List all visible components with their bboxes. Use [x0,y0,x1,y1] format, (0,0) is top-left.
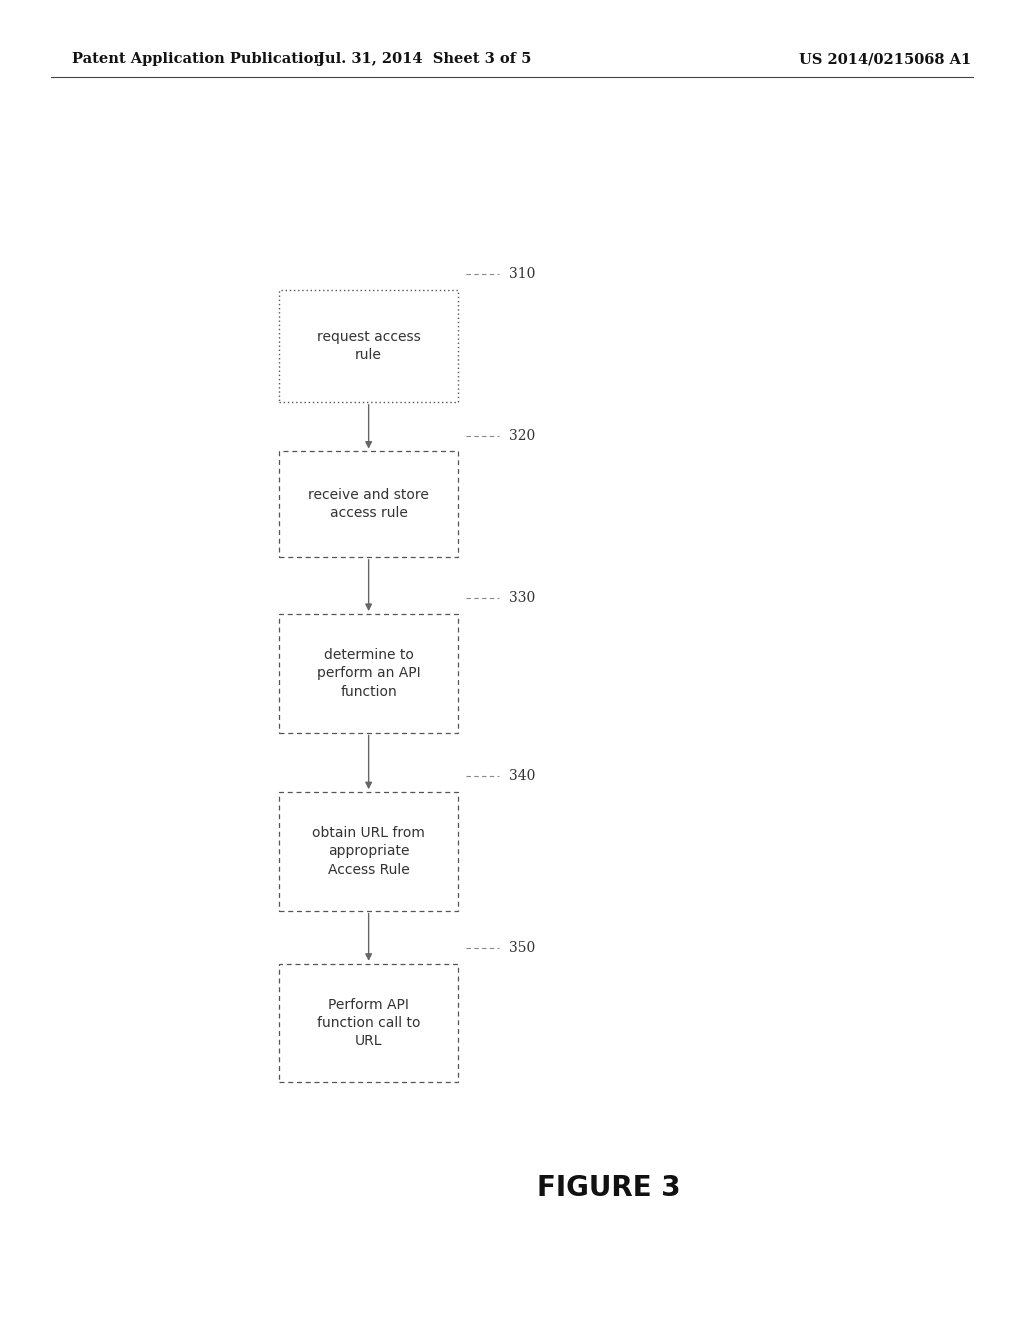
Text: determine to
perform an API
function: determine to perform an API function [316,648,421,698]
Text: 340: 340 [510,770,536,783]
Text: Jul. 31, 2014  Sheet 3 of 5: Jul. 31, 2014 Sheet 3 of 5 [318,53,531,66]
Text: Patent Application Publication: Patent Application Publication [72,53,324,66]
Bar [279,792,458,911]
Bar [279,290,458,401]
Bar [279,614,458,733]
Text: 350: 350 [510,941,536,954]
Text: obtain URL from
appropriate
Access Rule: obtain URL from appropriate Access Rule [312,826,425,876]
Text: receive and store
access rule: receive and store access rule [308,488,429,520]
Text: 310: 310 [510,267,536,281]
Text: Perform API
function call to
URL: Perform API function call to URL [316,998,421,1048]
Text: 330: 330 [510,591,536,605]
Text: US 2014/0215068 A1: US 2014/0215068 A1 [799,53,971,66]
Text: request access
rule: request access rule [316,330,421,362]
Text: FIGURE 3: FIGURE 3 [538,1173,681,1203]
Bar [279,451,458,557]
Bar [279,964,458,1082]
Text: 320: 320 [510,429,536,442]
